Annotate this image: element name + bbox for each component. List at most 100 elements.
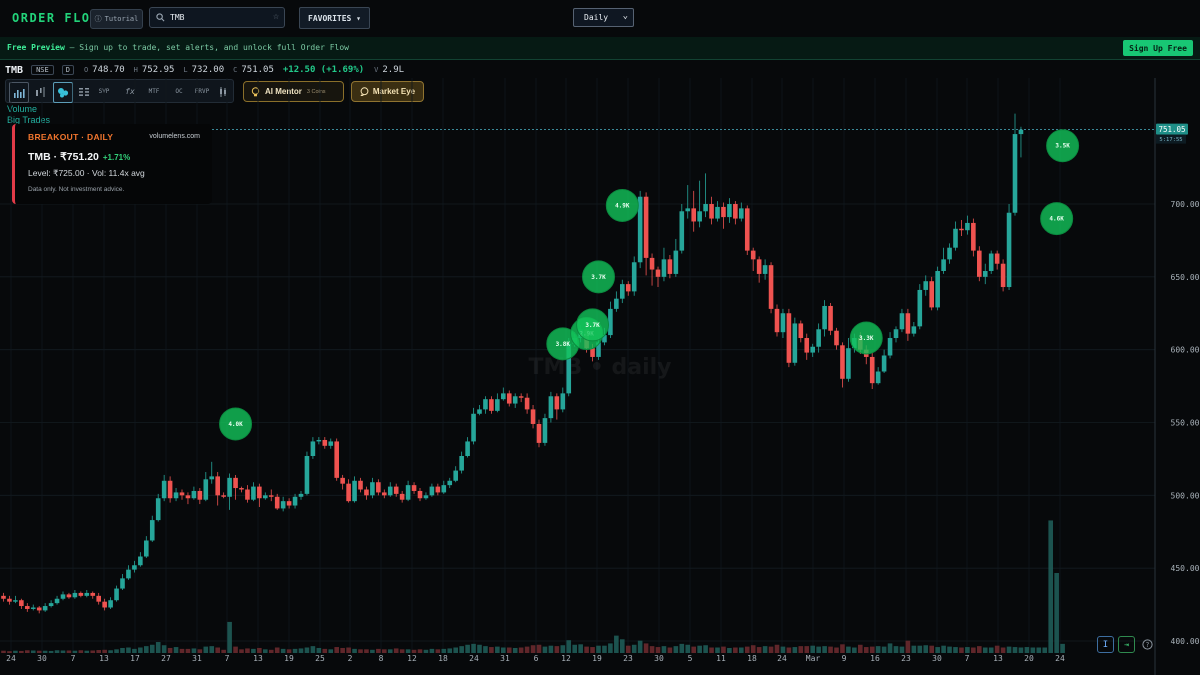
candle bbox=[637, 190, 643, 269]
volume-bars-icon[interactable] bbox=[9, 82, 29, 103]
candle bbox=[828, 303, 833, 336]
indicator-volume-label[interactable]: Volume bbox=[7, 104, 38, 114]
footprint-icon[interactable] bbox=[32, 82, 48, 101]
cursor-mode-button[interactable]: I bbox=[1097, 636, 1114, 653]
volume-bar bbox=[971, 647, 976, 653]
volume-bar bbox=[489, 647, 494, 653]
volume-bar bbox=[149, 644, 155, 653]
text-cursor-icon: I bbox=[1102, 639, 1109, 650]
candle bbox=[971, 218, 976, 257]
candle bbox=[7, 595, 12, 605]
volume-bar bbox=[185, 648, 191, 653]
fx-button[interactable]: fx bbox=[125, 87, 135, 96]
open-value: 748.70 bbox=[92, 65, 125, 75]
symbol-search-input[interactable]: TMB ☆ bbox=[149, 7, 285, 28]
volume-bar bbox=[441, 648, 447, 653]
oc-button[interactable]: OC bbox=[175, 88, 183, 95]
star-icon[interactable]: ☆ bbox=[272, 11, 279, 22]
breakout-alert-card[interactable]: BREAKOUT · DAILY volumelens.com TMB · ₹7… bbox=[12, 124, 212, 204]
volume-bar bbox=[286, 649, 292, 653]
big-trade-bubble[interactable]: 3.5K bbox=[1046, 129, 1080, 163]
volume-bar bbox=[328, 649, 334, 653]
volume-bar bbox=[274, 647, 280, 653]
candle bbox=[929, 276, 934, 311]
big-trade-bubble[interactable]: 4.9K bbox=[605, 188, 639, 222]
candle bbox=[346, 479, 351, 503]
volume-bar bbox=[1048, 520, 1053, 653]
candle bbox=[673, 238, 679, 277]
big-trade-bubble[interactable]: 3.3K bbox=[849, 321, 883, 355]
candle bbox=[459, 451, 464, 474]
scroll-to-latest-button[interactable]: ⇥ bbox=[1118, 636, 1135, 653]
candle bbox=[804, 333, 810, 360]
volume-bar bbox=[822, 646, 827, 653]
big-trade-bubble[interactable]: 4.0K bbox=[219, 407, 253, 441]
candle bbox=[393, 483, 399, 497]
candle bbox=[709, 196, 714, 225]
candle bbox=[501, 387, 506, 401]
candle bbox=[411, 482, 417, 494]
volume-bar bbox=[471, 643, 476, 653]
interval-select[interactable]: Daily ⌄ bbox=[573, 8, 634, 27]
time-tick-label: 27 bbox=[161, 654, 171, 663]
volume-bar bbox=[292, 648, 298, 653]
ai-mentor-label: AI Mentor bbox=[265, 87, 302, 96]
dom-ladder-icon[interactable] bbox=[76, 82, 92, 101]
volume-bar bbox=[673, 646, 679, 653]
volume-bar bbox=[828, 646, 833, 653]
price-tick-label: 600.00 bbox=[1171, 346, 1200, 355]
candle bbox=[655, 266, 661, 288]
candle bbox=[489, 396, 494, 414]
bulb-icon bbox=[251, 86, 260, 96]
volume-bar bbox=[560, 645, 566, 653]
volume-bar bbox=[1006, 646, 1012, 653]
market-eye-button[interactable]: Market Eye bbox=[351, 81, 424, 102]
jump-right-icon: ⇥ bbox=[1124, 640, 1129, 649]
tutorial-button[interactable]: ⓘ Tutorial bbox=[90, 9, 143, 29]
volume-bar bbox=[631, 644, 637, 653]
volume-bar bbox=[941, 645, 946, 653]
candle bbox=[60, 591, 66, 601]
candle bbox=[423, 492, 429, 500]
close-value: 751.05 bbox=[241, 65, 274, 75]
candle bbox=[667, 254, 673, 279]
big-trade-bubble[interactable]: 3.7K bbox=[582, 260, 615, 294]
candle bbox=[620, 279, 625, 304]
time-tick-label: 5 bbox=[688, 654, 693, 663]
mtf-button[interactable]: MTF bbox=[148, 88, 160, 95]
volume-bar bbox=[584, 646, 589, 653]
candle bbox=[643, 192, 649, 276]
volume-bar bbox=[465, 644, 470, 653]
help-button[interactable]: ? bbox=[1139, 636, 1156, 653]
brand-logo[interactable]: ORDER FLOW bbox=[12, 11, 100, 25]
sign-up-button[interactable]: Sign Up Free bbox=[1123, 40, 1193, 56]
volume-bar bbox=[411, 649, 417, 653]
change-value: +12.50 (+1.69%) bbox=[282, 65, 365, 75]
ai-mentor-button[interactable]: AI Mentor 3 Coins bbox=[243, 81, 344, 102]
big-trades-icon[interactable] bbox=[53, 82, 73, 103]
candle bbox=[149, 515, 155, 542]
indicator-big-trades-label[interactable]: Big Trades bbox=[7, 115, 51, 125]
candle bbox=[715, 201, 720, 222]
frvp-button[interactable]: FRVP bbox=[194, 88, 210, 95]
candle bbox=[304, 451, 310, 496]
big-trade-bubble[interactable]: 3.7K bbox=[576, 308, 610, 342]
big-trade-bubble[interactable]: 4.6K bbox=[1040, 202, 1074, 236]
time-tick-label: 6 bbox=[534, 654, 539, 663]
volume-bar bbox=[768, 646, 774, 653]
volume-bar bbox=[1030, 647, 1036, 653]
timeframe-badge: D bbox=[61, 65, 74, 75]
volume-bar bbox=[405, 649, 411, 653]
volume-bar bbox=[239, 649, 244, 653]
candles-icon[interactable] bbox=[216, 82, 230, 101]
candle bbox=[941, 247, 946, 274]
candle bbox=[834, 327, 839, 350]
time-tick-label: Mar bbox=[806, 654, 821, 663]
favorites-button[interactable]: FAVORITES ▾ bbox=[299, 7, 370, 29]
volume-bar bbox=[863, 647, 869, 653]
volume-bar bbox=[84, 650, 90, 653]
time-tick-label: 8 bbox=[379, 654, 384, 663]
high-value: 752.95 bbox=[141, 65, 175, 75]
candle bbox=[328, 438, 334, 449]
